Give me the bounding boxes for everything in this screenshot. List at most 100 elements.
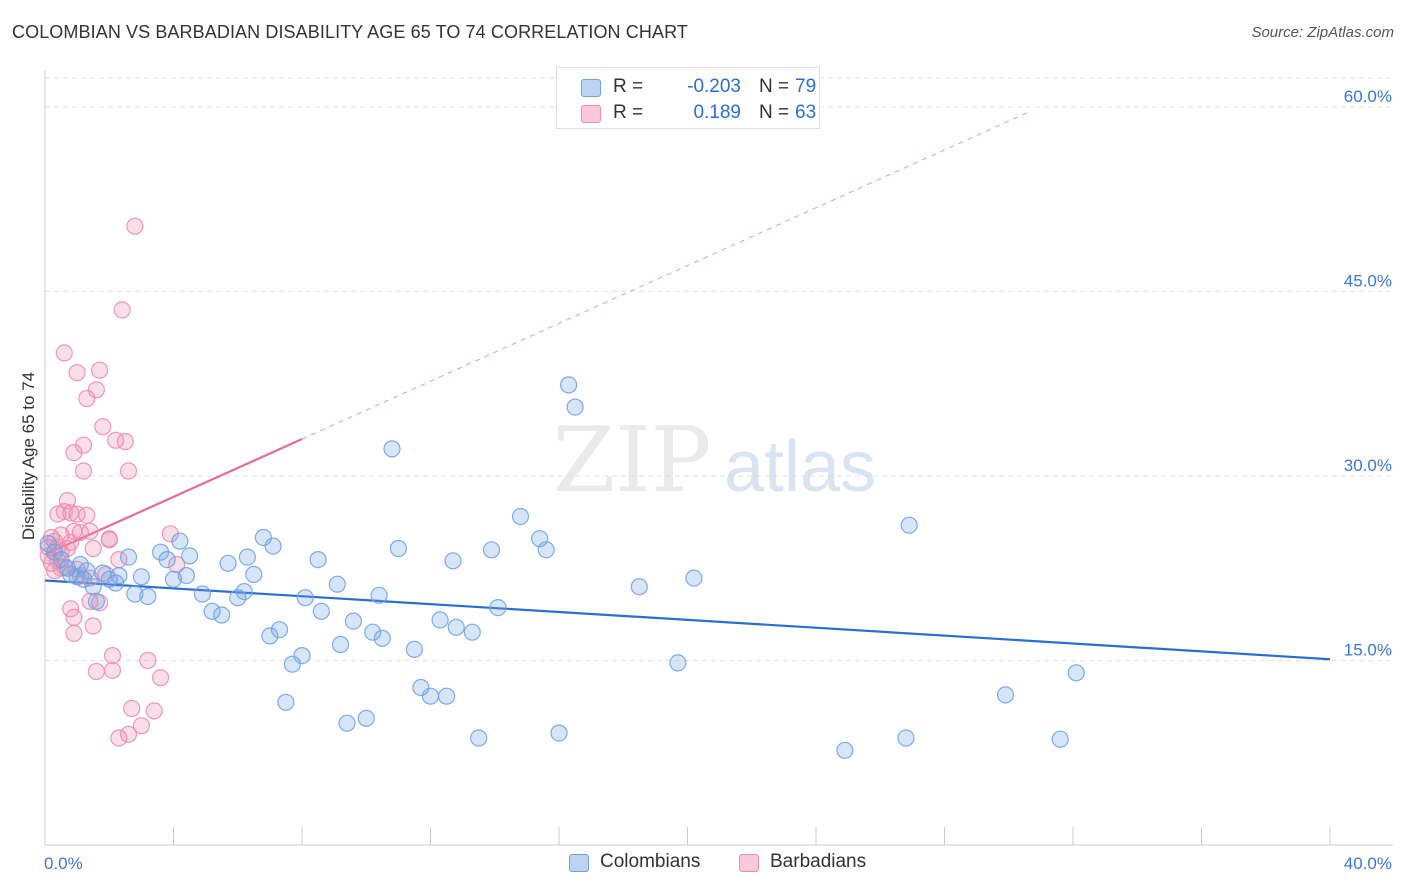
data-point bbox=[81, 522, 99, 540]
trend-extension-barbadians bbox=[301, 110, 1032, 440]
data-point bbox=[559, 376, 578, 394]
data-point bbox=[74, 436, 93, 454]
data-point bbox=[238, 548, 256, 566]
data-point bbox=[270, 621, 289, 639]
data-point bbox=[470, 729, 488, 747]
data-point bbox=[103, 646, 122, 665]
data-point bbox=[132, 568, 150, 586]
legend-swatch-blue bbox=[581, 79, 601, 97]
data-point bbox=[177, 566, 195, 585]
chart-title: COLOMBIAN VS BARBADIAN DISABILITY AGE 65… bbox=[12, 22, 688, 42]
n-value: 63 bbox=[795, 102, 817, 123]
data-point bbox=[511, 507, 530, 526]
data-point bbox=[171, 532, 189, 550]
data-point bbox=[152, 669, 170, 687]
data-point bbox=[78, 562, 96, 580]
data-point bbox=[364, 623, 382, 641]
x-tick-labels: 0.0% 40.0% bbox=[44, 854, 1392, 873]
scatter-points bbox=[39, 217, 1085, 759]
data-point bbox=[328, 575, 346, 593]
y-tick-label: 45.0% bbox=[1344, 271, 1392, 290]
data-point bbox=[78, 506, 96, 524]
data-point bbox=[87, 381, 106, 399]
x-tick-label: 0.0% bbox=[44, 854, 83, 873]
data-point bbox=[229, 589, 247, 607]
data-point bbox=[219, 554, 237, 572]
data-point bbox=[463, 623, 481, 641]
data-point bbox=[145, 702, 163, 720]
data-point bbox=[68, 364, 86, 382]
data-point bbox=[277, 693, 295, 711]
data-point bbox=[312, 602, 330, 620]
data-point bbox=[52, 550, 70, 569]
data-point bbox=[55, 344, 73, 362]
watermark-atlas: atlas bbox=[724, 427, 876, 507]
data-point bbox=[389, 539, 407, 558]
data-point bbox=[55, 503, 73, 521]
r-label: R = bbox=[613, 102, 644, 123]
data-point bbox=[235, 582, 253, 601]
data-point bbox=[338, 714, 356, 732]
data-point bbox=[119, 725, 138, 743]
y-tick-labels: 15.0% 30.0% 45.0% 60.0% bbox=[1344, 87, 1392, 660]
data-point bbox=[431, 611, 449, 629]
data-point bbox=[996, 686, 1015, 704]
data-point bbox=[87, 592, 106, 611]
data-point bbox=[283, 655, 301, 673]
n-value: 79 bbox=[795, 76, 817, 97]
data-point bbox=[370, 586, 388, 604]
data-point bbox=[78, 389, 96, 408]
y-tick-label: 30.0% bbox=[1344, 456, 1392, 475]
y-tick-label: 60.0% bbox=[1344, 87, 1392, 106]
data-point bbox=[261, 627, 279, 645]
data-point bbox=[84, 539, 102, 558]
data-point bbox=[897, 729, 915, 747]
data-point bbox=[119, 548, 138, 566]
data-point bbox=[126, 585, 144, 603]
data-point bbox=[39, 534, 57, 553]
data-point bbox=[213, 606, 231, 624]
data-point bbox=[309, 550, 327, 569]
data-point bbox=[296, 589, 314, 607]
data-point bbox=[74, 462, 93, 480]
y-tick-label: 15.0% bbox=[1344, 640, 1392, 659]
legend-label: Barbadians bbox=[770, 851, 867, 872]
data-point bbox=[630, 578, 648, 596]
data-point bbox=[293, 646, 311, 665]
n-label: N = bbox=[759, 76, 790, 97]
source-label: Source: ZipAtlas.com bbox=[1251, 24, 1394, 41]
series-barbadians bbox=[39, 217, 186, 747]
data-point bbox=[84, 617, 102, 635]
x-tick-label: 40.0% bbox=[1344, 854, 1392, 873]
data-point bbox=[438, 687, 456, 705]
data-point bbox=[132, 717, 150, 735]
data-point bbox=[158, 550, 176, 569]
data-point bbox=[123, 699, 141, 718]
data-point bbox=[373, 629, 391, 647]
data-point bbox=[139, 587, 157, 606]
data-point bbox=[103, 661, 122, 679]
watermark-zip: ZIP bbox=[553, 408, 712, 513]
data-point bbox=[537, 541, 555, 559]
data-point bbox=[90, 361, 109, 379]
legend-label: Colombians bbox=[600, 851, 701, 872]
data-point bbox=[1051, 730, 1069, 748]
data-point bbox=[669, 654, 687, 672]
data-point bbox=[139, 651, 157, 670]
data-point bbox=[116, 432, 134, 451]
data-point bbox=[203, 602, 221, 620]
watermark: ZIP atlas bbox=[553, 408, 876, 513]
legend-swatch-blue bbox=[569, 854, 589, 872]
data-point bbox=[65, 624, 83, 643]
data-point bbox=[94, 418, 112, 436]
data-point bbox=[383, 440, 401, 458]
y-axis-label: Disability Age 65 to 74 bbox=[19, 372, 38, 540]
data-point bbox=[836, 741, 854, 759]
r-label: R = bbox=[613, 76, 644, 97]
data-point bbox=[482, 541, 501, 559]
data-point bbox=[65, 608, 83, 627]
data-point bbox=[444, 552, 462, 570]
correlation-legend: R = -0.203 N = 79 R = 0.189 N = 63 bbox=[556, 67, 820, 129]
legend-swatch-pink bbox=[739, 854, 759, 872]
